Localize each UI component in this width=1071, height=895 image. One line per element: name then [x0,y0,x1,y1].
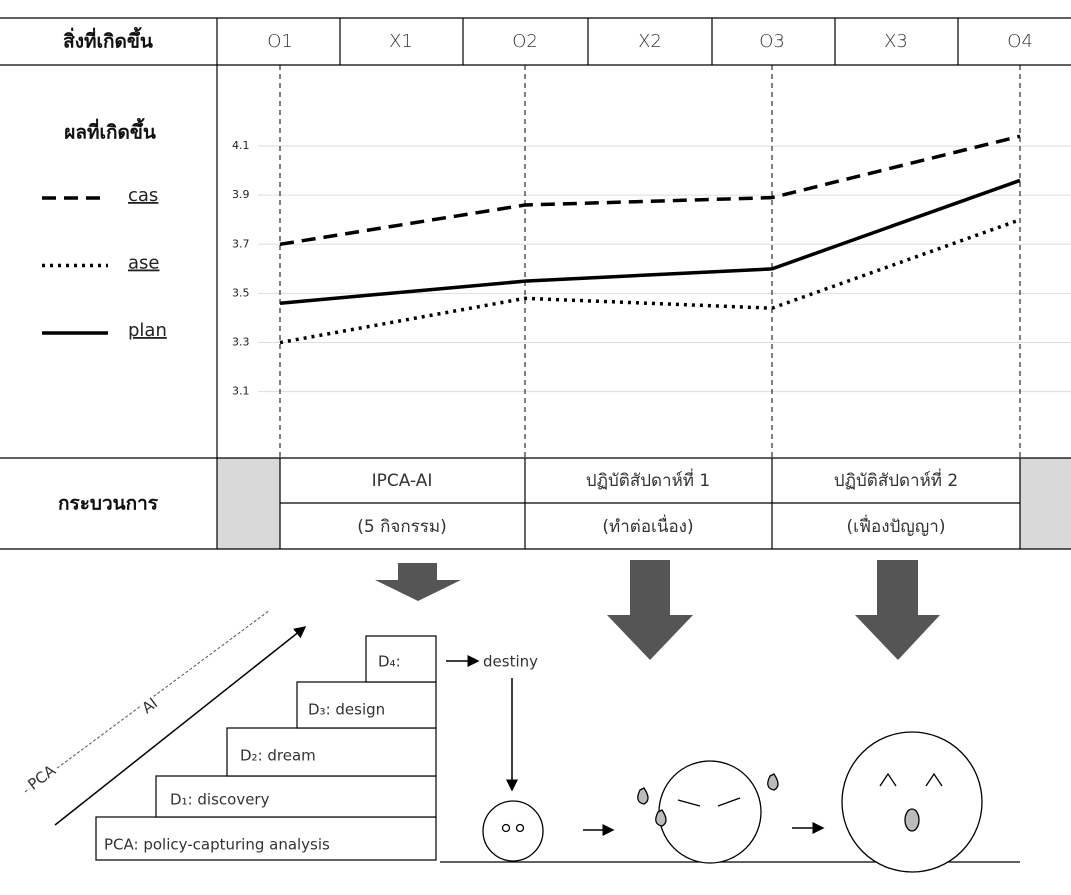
phase-detail: (เฟื่องปัญญา) [847,514,946,537]
y-tick-label: 3.3 [232,336,250,349]
phase-detail: (5 กิจกรรม) [357,517,447,537]
step-label: D₂: dream [240,747,316,765]
y-tick-label: 3.7 [232,237,250,250]
step-label: PCA: policy-capturing analysis [104,836,330,854]
series-line [279,218,1021,345]
phase-name: IPCA-AI [372,471,433,491]
destiny-label: destiny [483,653,538,671]
x-tick-label: O3 [759,31,785,52]
treatment-label: X2 [638,31,662,52]
axis-label: AI [138,694,161,717]
down-arrow [375,563,461,601]
y-tick-label: 3.1 [232,385,250,398]
treatment-label: X3 [884,31,908,52]
step-label: D₃: design [308,701,385,719]
staircase [95,635,437,861]
treatment-label: X1 [389,31,413,52]
legend-label: plan [128,320,167,341]
phase-name: ปฏิบัติสัปดาห์ที่ 1 [586,468,710,491]
down-arrow [855,560,940,660]
step-label: D₁: discovery [170,791,270,809]
y-tick-label: 3.9 [232,188,250,201]
legend-title: ผลที่เกิดขึ้น [64,118,156,144]
header-label: สิ่งที่เกิดขึ้น [63,27,153,53]
phase-name: ปฏิบัติสัปดาห์ที่ 2 [834,468,958,491]
y-tick-label: 3.5 [232,286,250,299]
process-label: กระบวนการ [58,493,159,515]
series-line [279,134,1021,247]
phase-detail: (ทำต่อเนื่อง) [602,514,693,537]
faces [482,731,983,873]
dashed-axis [24,609,271,793]
table-frame [0,17,1071,550]
legend-label: cas [128,185,158,206]
x-tick-label: O1 [267,31,293,52]
series-line [279,178,1021,305]
x-tick-label: O2 [512,31,538,52]
step-label: D₄: [378,653,401,671]
y-tick-label: 4.1 [232,139,250,152]
x-tick-label: O4 [1007,31,1033,52]
down-arrow [607,560,693,660]
legend-label: ase [128,253,159,274]
arrows [54,626,825,836]
